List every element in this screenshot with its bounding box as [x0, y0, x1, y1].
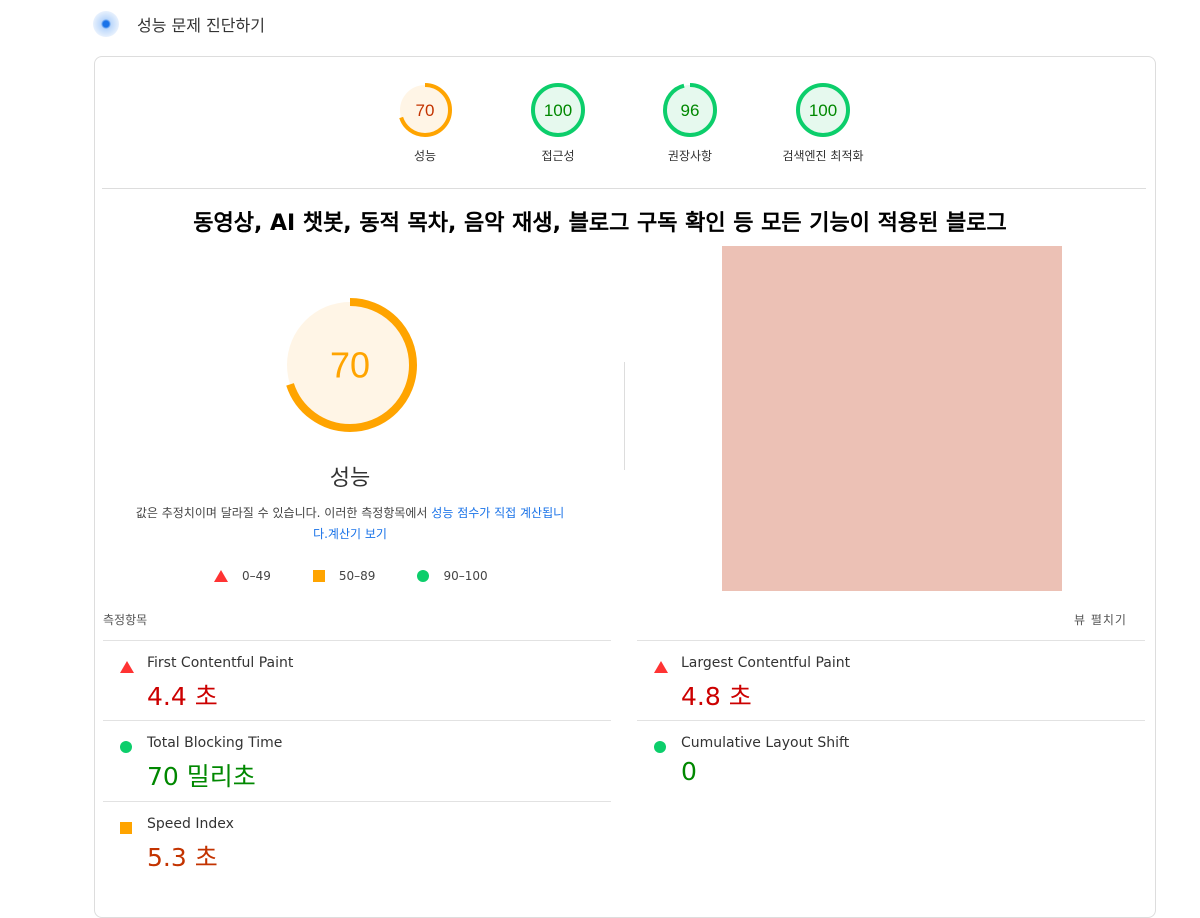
- gauge-0[interactable]: 70 성능: [375, 83, 475, 164]
- score-calc-link[interactable]: 성능 점수가 직접 계산됩니다.: [313, 506, 565, 541]
- score-note: 값은 추정치이며 달라질 수 있습니다. 이러한 측정항목에서 성능 점수가 직…: [135, 506, 565, 541]
- performance-label: 성능: [329, 466, 371, 491]
- pass-icon: [120, 738, 132, 757]
- pass-icon: [654, 738, 666, 757]
- circle-icon: [417, 570, 430, 582]
- metric-item: Speed Index 5.3 초: [103, 801, 611, 882]
- section-title: 성능 문제 진단하기: [137, 16, 265, 35]
- metric-name: First Contentful Paint: [147, 655, 294, 671]
- metric-value: 0: [681, 757, 697, 786]
- metric-value: 4.4 초: [147, 682, 218, 711]
- svg-text:70: 70: [416, 101, 435, 120]
- metric-item: Largest Contentful Paint 4.8 초: [637, 640, 1145, 721]
- performance-gauge: 70: [283, 298, 417, 436]
- page-screenshot: [722, 246, 1062, 591]
- metric-name: Speed Index: [147, 816, 234, 832]
- metric-item: First Contentful Paint 4.4 초: [103, 640, 611, 721]
- gauge-label: 성능: [413, 149, 437, 163]
- metric-value: 70 밀리초: [147, 762, 256, 791]
- fail-icon: [120, 658, 134, 677]
- calculator-link[interactable]: 계산기 보기: [327, 527, 387, 541]
- gauge-label: 권장사항: [667, 149, 713, 163]
- metric-name: Largest Contentful Paint: [681, 655, 851, 671]
- average-icon: [120, 819, 132, 838]
- gauge-label: 접근성: [541, 149, 575, 163]
- diagnose-icon: [93, 11, 119, 37]
- metric-item: Cumulative Layout Shift 0: [637, 720, 1145, 801]
- metric-name: Total Blocking Time: [147, 735, 283, 751]
- svg-text:100: 100: [544, 101, 572, 120]
- metrics-header: 측정항목: [103, 613, 148, 627]
- svg-text:96: 96: [681, 101, 700, 120]
- gauge-1[interactable]: 100 접근성: [508, 83, 608, 164]
- svg-text:70: 70: [330, 345, 370, 386]
- triangle-icon: [214, 570, 228, 582]
- square-icon: [312, 570, 325, 582]
- gauge-label: 검색엔진 최적화: [782, 149, 864, 163]
- expand-view-button[interactable]: 뷰 펼치기: [1074, 613, 1127, 627]
- fail-icon: [654, 658, 668, 677]
- gauge-2[interactable]: 96 권장사항: [640, 83, 740, 164]
- page-title: 동영상, AI 챗봇, 동적 목차, 음악 재생, 블로그 구독 확인 등 모든…: [193, 211, 1007, 236]
- gauge-3[interactable]: 100 검색엔진 최적화: [773, 83, 873, 164]
- divider: [624, 362, 625, 470]
- section-header: 성능 문제 진단하기: [93, 11, 265, 37]
- score-legend: 0–49 50–89 90–100: [214, 569, 488, 583]
- svg-text:100: 100: [809, 101, 837, 120]
- metric-item: Total Blocking Time 70 밀리초: [103, 720, 611, 801]
- metric-name: Cumulative Layout Shift: [681, 735, 850, 751]
- metric-value: 5.3 초: [147, 843, 218, 872]
- divider: [102, 188, 1146, 189]
- metric-value: 4.8 초: [681, 682, 752, 711]
